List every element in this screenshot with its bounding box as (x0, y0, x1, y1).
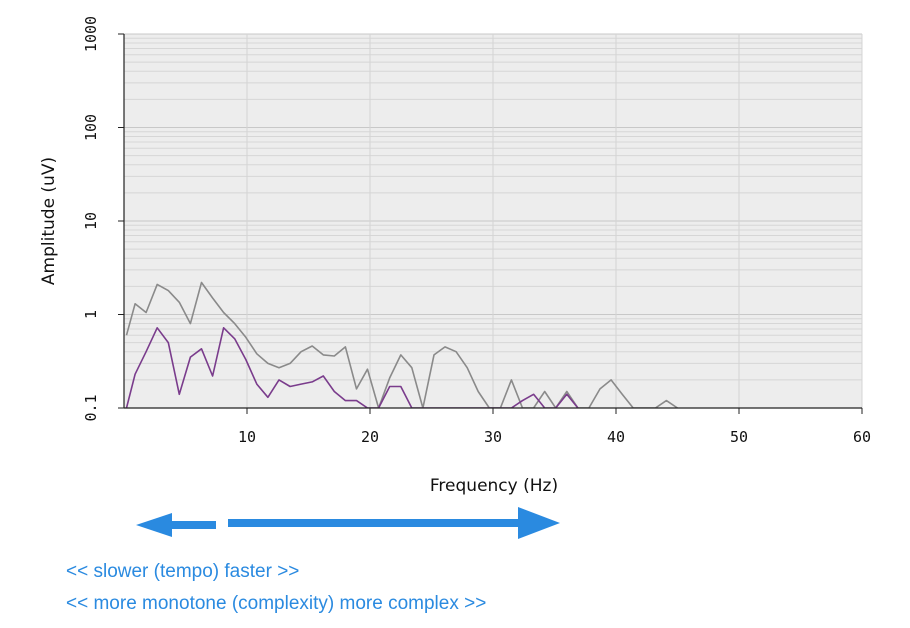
complexity-caption: << more monotone (complexity) more compl… (66, 593, 487, 614)
y-tick-labels: 0.1 1 10 100 1000 (82, 16, 100, 422)
x-tick-label: 30 (484, 428, 502, 446)
y-tick-label: 0.1 (82, 394, 100, 421)
y-tick-label: 1000 (82, 16, 100, 52)
y-tick-label: 1 (82, 310, 100, 319)
tempo-caption: << slower (tempo) faster >> (66, 561, 300, 582)
x-tick-label: 60 (853, 428, 871, 446)
tempo-arrows (136, 507, 560, 539)
grid-lines (124, 33, 863, 408)
series-1-line (125, 281, 678, 408)
spectrum-chart: 10 20 30 40 50 60 0.1 1 10 100 1000 Frequency (Hz… (39, 16, 871, 539)
x-tick-label: 10 (238, 428, 256, 446)
series-2-line (125, 327, 579, 408)
right-arrow (228, 507, 560, 539)
y-tick-label: 100 (82, 114, 100, 141)
x-tick-label: 50 (730, 428, 748, 446)
y-axis-title: Amplitude (uV) (39, 157, 59, 285)
series-layer (125, 281, 678, 408)
x-tick-labels: 10 20 30 40 50 60 (238, 428, 871, 446)
left-arrow (136, 513, 216, 537)
axes (118, 33, 863, 414)
x-tick-label: 20 (361, 428, 379, 446)
y-tick-label: 10 (82, 212, 100, 230)
x-tick-label: 40 (607, 428, 625, 446)
x-axis-title: Frequency (Hz) (430, 476, 558, 496)
